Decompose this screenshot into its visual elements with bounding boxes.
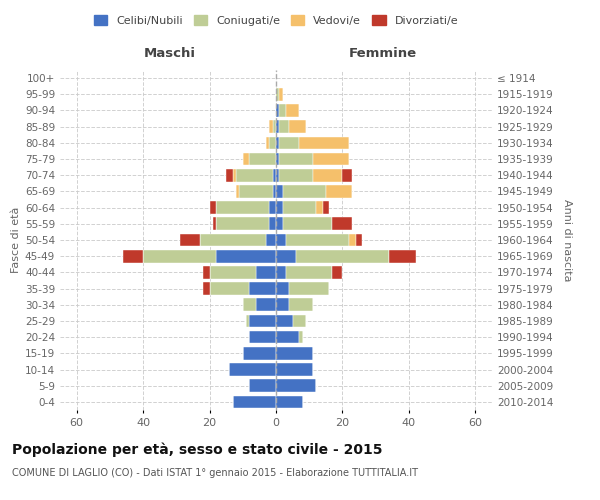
Bar bbox=[269, 136, 276, 149]
Bar bbox=[332, 266, 343, 278]
Bar bbox=[286, 266, 332, 278]
Bar bbox=[239, 185, 272, 198]
Bar bbox=[243, 152, 250, 166]
Bar bbox=[269, 218, 276, 230]
Bar bbox=[233, 396, 276, 408]
Bar bbox=[276, 363, 313, 376]
Bar bbox=[332, 218, 352, 230]
Bar bbox=[276, 347, 313, 360]
Bar bbox=[243, 347, 276, 360]
Bar bbox=[349, 234, 356, 246]
Bar bbox=[276, 266, 286, 278]
Bar bbox=[209, 282, 250, 295]
Bar bbox=[389, 250, 416, 262]
Bar bbox=[246, 314, 250, 328]
Bar bbox=[316, 202, 323, 214]
Bar bbox=[203, 266, 209, 278]
Bar bbox=[276, 120, 280, 133]
Bar bbox=[293, 314, 306, 328]
Bar bbox=[276, 331, 299, 344]
Bar bbox=[276, 250, 296, 262]
Bar bbox=[276, 202, 283, 214]
Bar bbox=[323, 202, 329, 214]
Bar bbox=[266, 234, 276, 246]
Bar bbox=[276, 234, 286, 246]
Bar bbox=[250, 282, 276, 295]
Bar bbox=[313, 152, 349, 166]
Bar bbox=[276, 152, 280, 166]
Bar bbox=[143, 250, 216, 262]
Bar bbox=[213, 218, 216, 230]
Bar bbox=[272, 169, 276, 181]
Bar bbox=[236, 185, 239, 198]
Bar bbox=[216, 218, 269, 230]
Bar bbox=[179, 234, 200, 246]
Bar bbox=[313, 169, 343, 181]
Bar bbox=[286, 234, 349, 246]
Bar bbox=[250, 380, 276, 392]
Bar bbox=[276, 396, 302, 408]
Bar bbox=[123, 250, 143, 262]
Bar bbox=[326, 185, 352, 198]
Bar bbox=[233, 169, 236, 181]
Bar bbox=[243, 298, 256, 311]
Bar bbox=[269, 202, 276, 214]
Bar bbox=[203, 282, 209, 295]
Bar bbox=[296, 250, 389, 262]
Bar bbox=[269, 120, 272, 133]
Bar bbox=[209, 202, 216, 214]
Bar bbox=[216, 202, 269, 214]
Bar bbox=[266, 136, 269, 149]
Bar bbox=[272, 185, 276, 198]
Y-axis label: Fasce di età: Fasce di età bbox=[11, 207, 21, 273]
Bar bbox=[283, 218, 332, 230]
Bar bbox=[236, 169, 272, 181]
Text: Maschi: Maschi bbox=[143, 48, 196, 60]
Legend: Celibi/Nubili, Coniugati/e, Vedovi/e, Divorziati/e: Celibi/Nubili, Coniugati/e, Vedovi/e, Di… bbox=[89, 10, 463, 30]
Bar bbox=[280, 120, 289, 133]
Bar bbox=[289, 298, 313, 311]
Text: COMUNE DI LAGLIO (CO) - Dati ISTAT 1° gennaio 2015 - Elaborazione TUTTITALIA.IT: COMUNE DI LAGLIO (CO) - Dati ISTAT 1° ge… bbox=[12, 468, 418, 477]
Bar bbox=[200, 234, 266, 246]
Bar bbox=[343, 169, 352, 181]
Text: Popolazione per età, sesso e stato civile - 2015: Popolazione per età, sesso e stato civil… bbox=[12, 442, 383, 457]
Bar bbox=[289, 282, 329, 295]
Bar bbox=[256, 266, 276, 278]
Bar bbox=[250, 331, 276, 344]
Text: Femmine: Femmine bbox=[348, 48, 416, 60]
Bar bbox=[283, 202, 316, 214]
Bar bbox=[250, 314, 276, 328]
Bar bbox=[226, 169, 233, 181]
Bar bbox=[250, 152, 276, 166]
Bar bbox=[280, 88, 283, 101]
Bar bbox=[276, 298, 289, 311]
Bar bbox=[289, 120, 306, 133]
Bar bbox=[276, 282, 289, 295]
Bar bbox=[272, 120, 276, 133]
Bar bbox=[299, 331, 302, 344]
Bar bbox=[209, 266, 256, 278]
Y-axis label: Anni di nascita: Anni di nascita bbox=[562, 198, 572, 281]
Bar bbox=[280, 152, 313, 166]
Bar bbox=[280, 136, 299, 149]
Bar bbox=[280, 169, 313, 181]
Bar bbox=[276, 218, 283, 230]
Bar bbox=[276, 314, 293, 328]
Bar bbox=[229, 363, 276, 376]
Bar bbox=[283, 185, 326, 198]
Bar bbox=[256, 298, 276, 311]
Bar bbox=[280, 104, 286, 117]
Bar bbox=[276, 136, 280, 149]
Bar bbox=[276, 88, 280, 101]
Bar bbox=[299, 136, 349, 149]
Bar bbox=[276, 169, 280, 181]
Bar bbox=[286, 104, 299, 117]
Bar bbox=[356, 234, 362, 246]
Bar bbox=[276, 185, 283, 198]
Bar bbox=[276, 104, 280, 117]
Bar bbox=[216, 250, 276, 262]
Bar bbox=[276, 380, 316, 392]
